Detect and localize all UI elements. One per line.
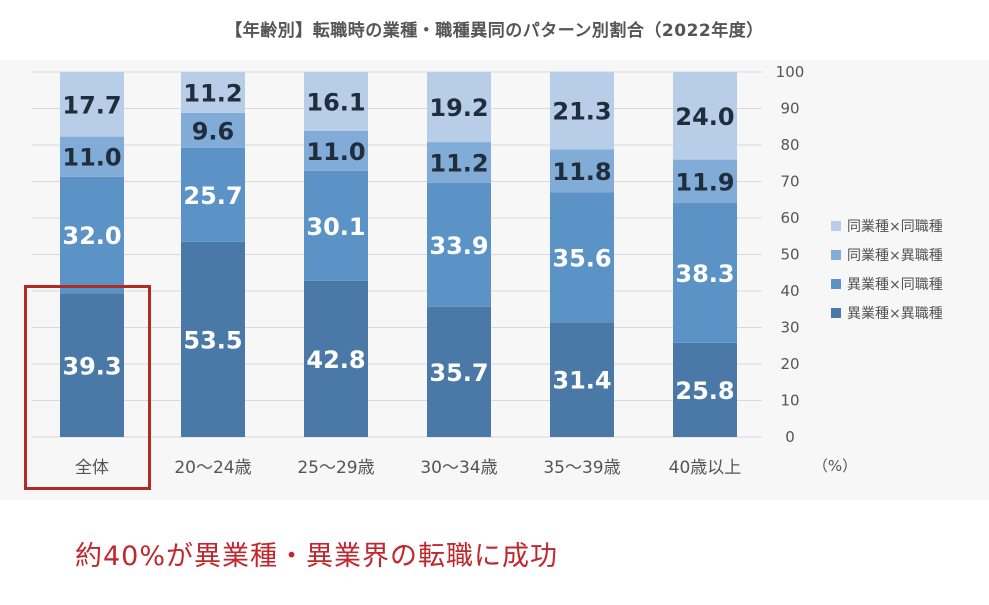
y-tick-label: 10 (780, 392, 799, 410)
legend-swatch (831, 279, 841, 289)
x-tick-label: 40歳以上 (669, 458, 742, 478)
legend-label: 異業種×同職種 (847, 277, 943, 293)
data-label: 11.0 (62, 144, 121, 172)
data-label: 42.8 (306, 346, 365, 374)
bar-segment (60, 136, 124, 177)
x-tick-label: 25〜29歳 (297, 458, 374, 478)
data-label: 39.3 (62, 352, 121, 380)
bar-segment (60, 293, 124, 437)
caption-text: 約40%が異業種・異業界の転職に成功 (75, 541, 559, 572)
bar-segment (427, 72, 491, 143)
y-tick-label: 0 (785, 428, 795, 446)
grid-lines (32, 71, 762, 438)
bar-segment (60, 176, 124, 294)
chart-title: 【年齢別】転職時の業種・職種異同のパターン別割合（2022年度） (225, 21, 764, 41)
y-tick-label: 60 (780, 209, 799, 227)
bar-segment (304, 280, 368, 437)
data-label: 9.6 (192, 117, 235, 145)
bar-segment (304, 170, 368, 281)
y-axis-unit: （%） (813, 457, 857, 475)
x-tick-label: 全体 (75, 458, 109, 478)
bar-segment (427, 306, 491, 437)
bar-segment (550, 192, 614, 323)
data-label: 53.5 (183, 326, 242, 354)
bar-segment (550, 71, 614, 150)
bar-segment (550, 149, 614, 193)
data-label: 33.9 (429, 232, 488, 260)
bar-segment (550, 322, 614, 437)
x-tick-label: 30〜34歳 (420, 458, 497, 478)
bar-segment (673, 72, 737, 160)
bar-segment (181, 147, 245, 242)
legend-swatch (831, 308, 841, 318)
highlight-frame (24, 285, 151, 490)
data-label: 21.3 (552, 98, 611, 126)
data-label: 24.0 (675, 103, 734, 131)
bars: 39.3 32.0 11.0 17.7 53.5 25.7 9.6 11.2 42.8 30.1 1… (60, 71, 737, 437)
bar-segment (427, 142, 491, 183)
bar-segment (673, 203, 737, 343)
y-tick-label: 80 (780, 136, 799, 154)
bar-segment (673, 342, 737, 437)
bar-segment (304, 72, 368, 131)
data-label: 32.0 (62, 222, 121, 250)
x-tick-label: 35〜39歳 (543, 458, 620, 478)
y-tick-label: 90 (780, 100, 799, 118)
data-label: 11.8 (552, 158, 611, 186)
bar-segment (181, 72, 245, 113)
data-label: 17.7 (62, 91, 121, 119)
data-label: 16.1 (306, 88, 365, 116)
legend-label: 同業種×異職種 (847, 248, 943, 264)
data-label: 11.2 (429, 150, 488, 178)
data-label: 25.8 (675, 377, 734, 405)
bar-segment (181, 112, 245, 148)
y-tick-label: 50 (780, 246, 799, 264)
bar-segment (673, 159, 737, 204)
plot-background (0, 60, 989, 500)
y-tick-label: 40 (780, 282, 799, 300)
data-label: 30.1 (306, 213, 365, 241)
data-label: 38.3 (675, 260, 734, 288)
y-tick-label: 100 (776, 63, 805, 81)
x-tick-label: 20〜24歳 (174, 458, 251, 478)
x-axis-ticks: 全体 20〜24歳 25〜29歳 30〜34歳 35〜39歳 40歳以上 (75, 458, 741, 478)
data-label: 35.7 (429, 359, 488, 387)
y-axis-ticks: 0 10 20 30 40 50 60 70 80 90 100 (776, 63, 805, 446)
legend-label: 同業種×同職種 (847, 219, 943, 235)
y-tick-label: 30 (780, 319, 799, 337)
legend-label: 異業種×異職種 (847, 306, 943, 322)
data-label: 25.7 (183, 182, 242, 210)
data-label: 11.9 (675, 168, 734, 196)
data-label: 35.6 (552, 244, 611, 272)
bar-segment (181, 241, 245, 437)
data-label: 11.2 (183, 79, 242, 107)
legend-swatch (831, 250, 841, 260)
bar-segment (304, 130, 368, 171)
y-tick-label: 70 (780, 173, 799, 191)
legend-swatch (831, 221, 841, 231)
y-tick-label: 20 (780, 355, 799, 373)
data-label: 11.0 (306, 138, 365, 166)
bar-segment (427, 182, 491, 307)
bar-segment (60, 72, 124, 137)
data-label: 31.4 (552, 367, 611, 395)
stacked-bar-chart: 39.3 32.0 11.0 17.7 53.5 25.7 9.6 11.2 42.8 30.1 1… (0, 60, 989, 500)
data-label: 19.2 (429, 94, 488, 122)
